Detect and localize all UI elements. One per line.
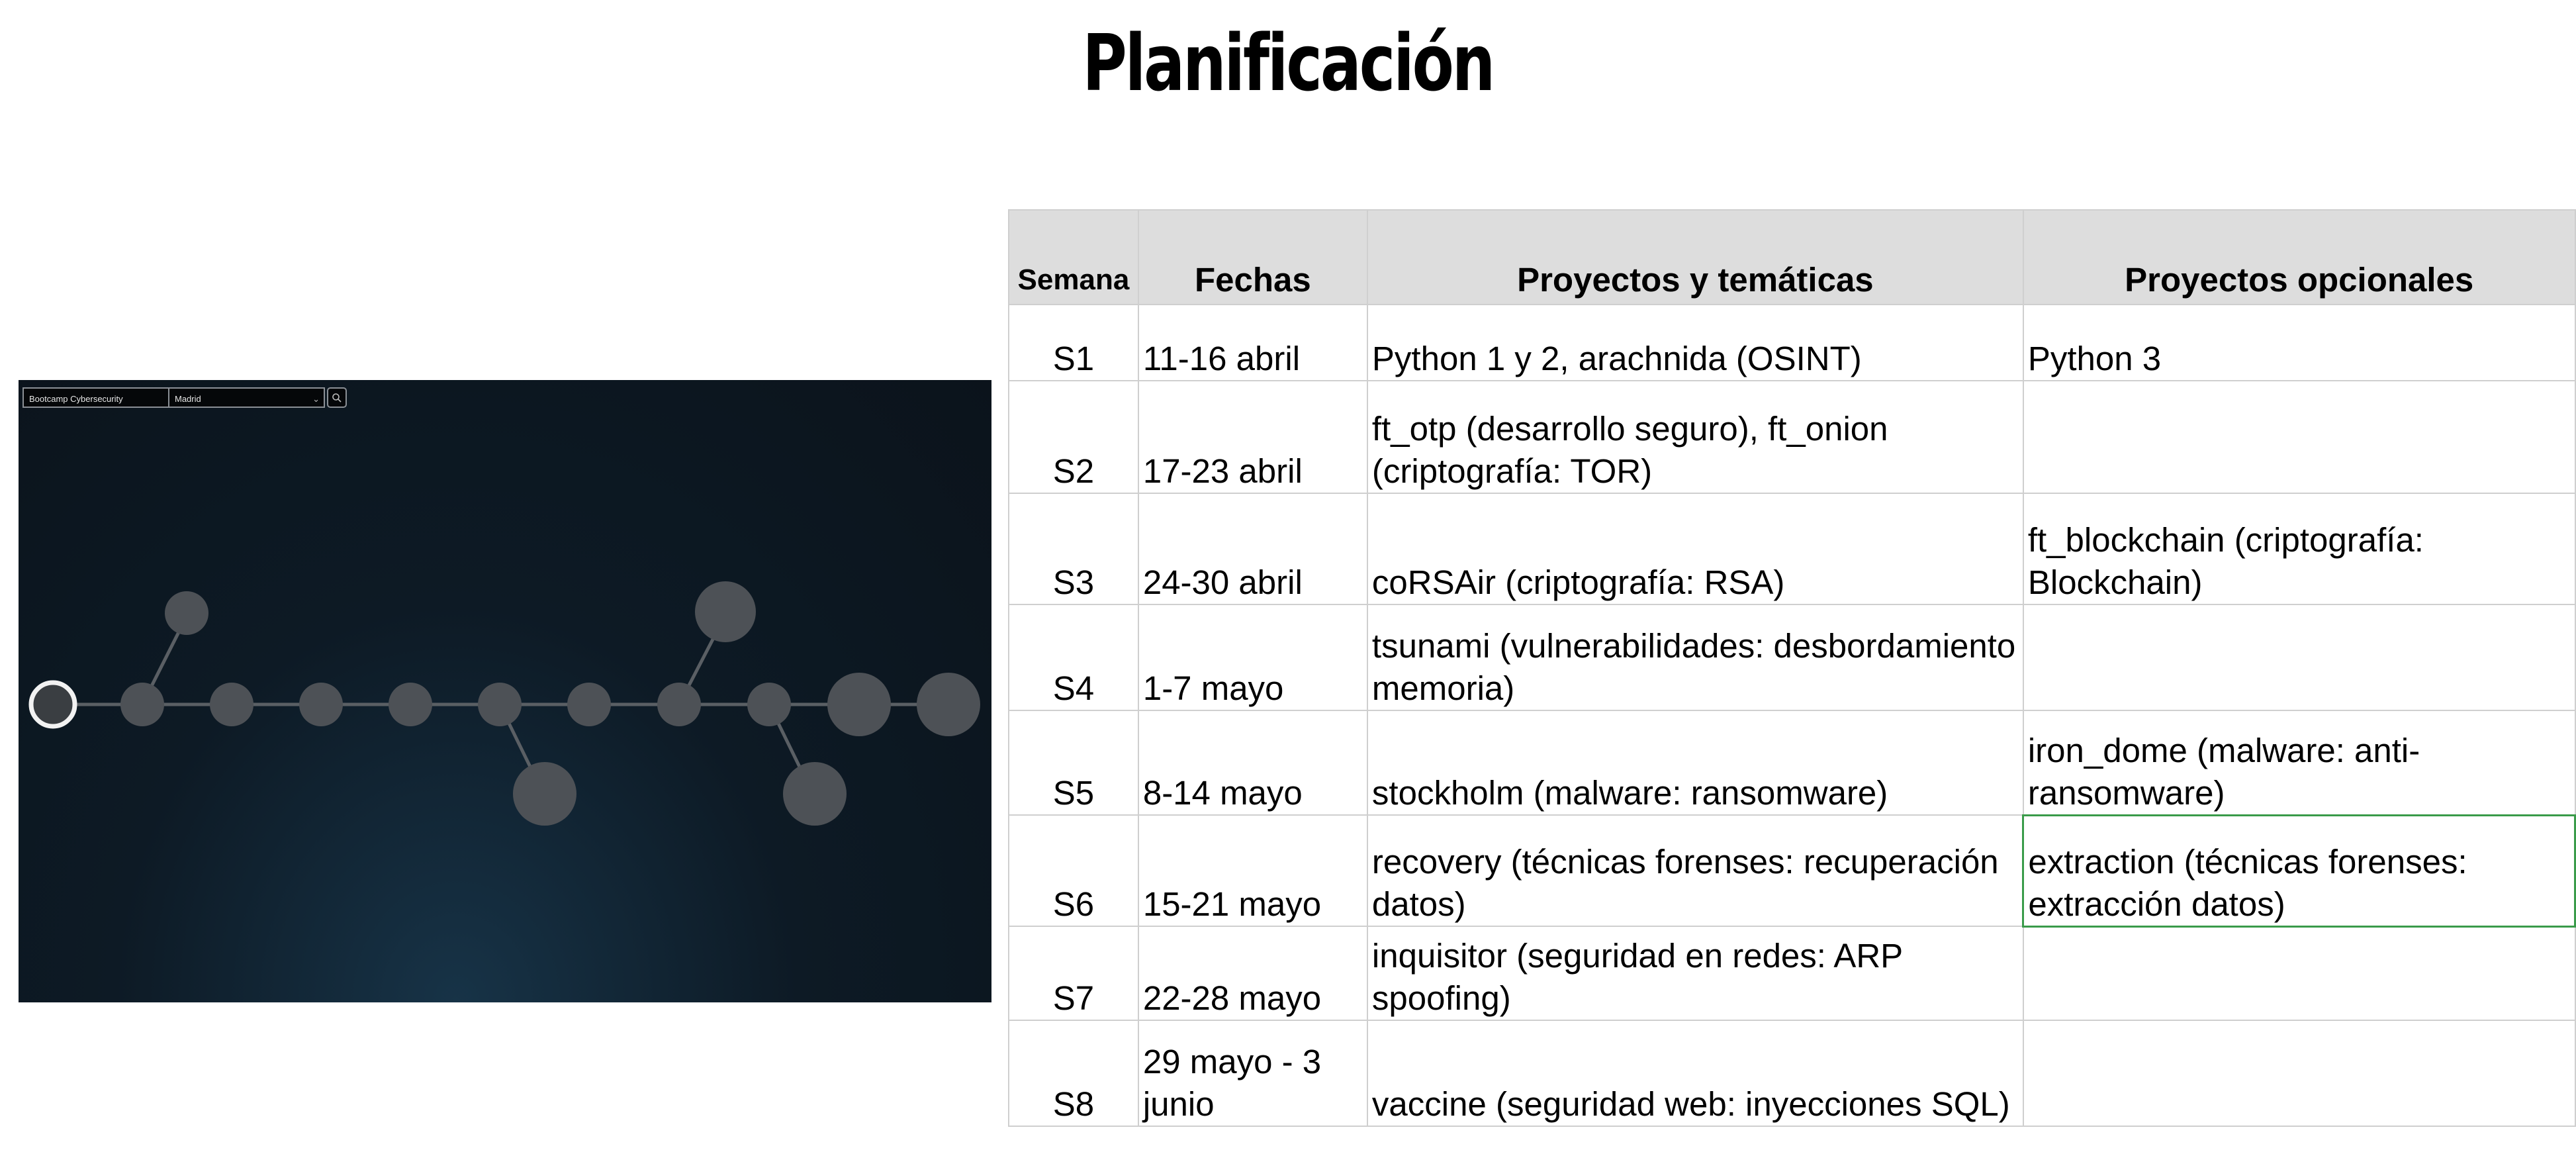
- optional-cell: ft_blockchain (criptografía: Blockchain): [2022, 493, 2576, 605]
- week-cell: S5: [1008, 710, 1139, 816]
- bootcamp-select[interactable]: Bootcamp Cybersecurity ⌄: [23, 387, 179, 408]
- search-icon: [332, 393, 342, 403]
- graph-node: [513, 762, 576, 826]
- projects-cell: recovery (técnicas forenses: recuperació…: [1366, 814, 2024, 927]
- column-header-projects: Proyectos y temáticas: [1366, 209, 2024, 305]
- table-row: S1 11-16 abril Python 1 y 2, arachnida (…: [1008, 304, 2576, 381]
- table-row: S2 17-23 abril ft_otp (desarrollo seguro…: [1008, 380, 2576, 494]
- table-row: S6 15-21 mayo recovery (técnicas forense…: [1008, 814, 2576, 928]
- table-row: S8 29 mayo - 3 junio vaccine (seguridad …: [1008, 1020, 2576, 1127]
- graph-node: [478, 683, 522, 726]
- dates-cell: 29 mayo - 3 junio: [1137, 1020, 1368, 1127]
- schedule-table: Semana Fechas Proyectos y temáticas Proy…: [1008, 209, 2576, 1127]
- dates-cell: 8-14 mayo: [1137, 710, 1368, 816]
- graph-node: [783, 762, 847, 826]
- optional-cell: [2022, 604, 2576, 711]
- week-cell: S8: [1008, 1020, 1139, 1127]
- table-row: S3 24-30 abril coRSAir (criptografía: RS…: [1008, 493, 2576, 605]
- projects-cell: ft_otp (desarrollo seguro), ft_onion (cr…: [1366, 380, 2024, 494]
- project-graph: [28, 581, 980, 826]
- bootcamp-select-value: Bootcamp Cybersecurity: [29, 394, 123, 404]
- graph-node: [210, 683, 253, 726]
- week-cell: S3: [1008, 493, 1139, 605]
- graph-node: [389, 683, 432, 726]
- graph-node: [917, 673, 980, 736]
- projects-cell: tsunami (vulnerabilidades: desbordamient…: [1366, 604, 2024, 711]
- projects-cell: Python 1 y 2, arachnida (OSINT): [1366, 304, 2024, 381]
- dates-cell: 24-30 abril: [1137, 493, 1368, 605]
- column-header-dates: Fechas: [1137, 209, 1368, 305]
- graph-node: [695, 581, 756, 642]
- city-select-value: Madrid: [175, 394, 201, 404]
- table-header-row: Semana Fechas Proyectos y temáticas Proy…: [1008, 209, 2576, 305]
- table-row: S4 1-7 mayo tsunami (vulnerabilidades: d…: [1008, 604, 2576, 711]
- dates-cell: 15-21 mayo: [1137, 814, 1368, 927]
- projects-cell: stockholm (malware: ransomware): [1366, 710, 2024, 816]
- city-select[interactable]: Madrid ⌄: [168, 387, 325, 408]
- projects-cell: vaccine (seguridad web: inyecciones SQL): [1366, 1020, 2024, 1127]
- chevron-down-icon: ⌄: [312, 394, 320, 404]
- graph-node: [120, 683, 164, 726]
- graph-node: [165, 591, 208, 635]
- optional-cell: Python 3: [2022, 304, 2576, 381]
- column-header-week: Semana: [1008, 209, 1139, 305]
- week-cell: S1: [1008, 304, 1139, 381]
- graph-node: [827, 673, 891, 736]
- projects-cell: inquisitor (seguridad en redes: ARP spoo…: [1366, 926, 2024, 1021]
- dates-cell: 22-28 mayo: [1137, 926, 1368, 1021]
- dates-cell: 1-7 mayo: [1137, 604, 1368, 711]
- graph-node-start: [28, 680, 77, 729]
- graph-node: [567, 683, 611, 726]
- week-cell: S6: [1008, 814, 1139, 927]
- optional-cell: [2022, 380, 2576, 494]
- graph-node: [747, 683, 791, 726]
- week-cell: S7: [1008, 926, 1139, 1021]
- dates-cell: 17-23 abril: [1137, 380, 1368, 494]
- optional-cell-selected[interactable]: extraction (técnicas forenses: extracció…: [2022, 814, 2576, 928]
- table-row: S7 22-28 mayo inquisitor (seguridad en r…: [1008, 926, 2576, 1021]
- week-cell: S2: [1008, 380, 1139, 494]
- column-header-optional: Proyectos opcionales: [2022, 209, 2576, 305]
- page-title: Planificación: [1082, 17, 1495, 109]
- optional-cell: [2022, 1020, 2576, 1127]
- optional-cell: iron_dome (malware: anti-ransomware): [2022, 710, 2576, 816]
- search-button[interactable]: [327, 387, 347, 408]
- graph-node: [299, 683, 343, 726]
- optional-cell: [2022, 926, 2576, 1021]
- week-cell: S4: [1008, 604, 1139, 711]
- table-row: S5 8-14 mayo stockholm (malware: ransomw…: [1008, 710, 2576, 816]
- projects-cell: coRSAir (criptografía: RSA): [1366, 493, 2024, 605]
- dates-cell: 11-16 abril: [1137, 304, 1368, 381]
- holy-graph-screenshot: Bootcamp Cybersecurity ⌄ Madrid ⌄: [19, 380, 991, 1002]
- graph-node: [657, 683, 701, 726]
